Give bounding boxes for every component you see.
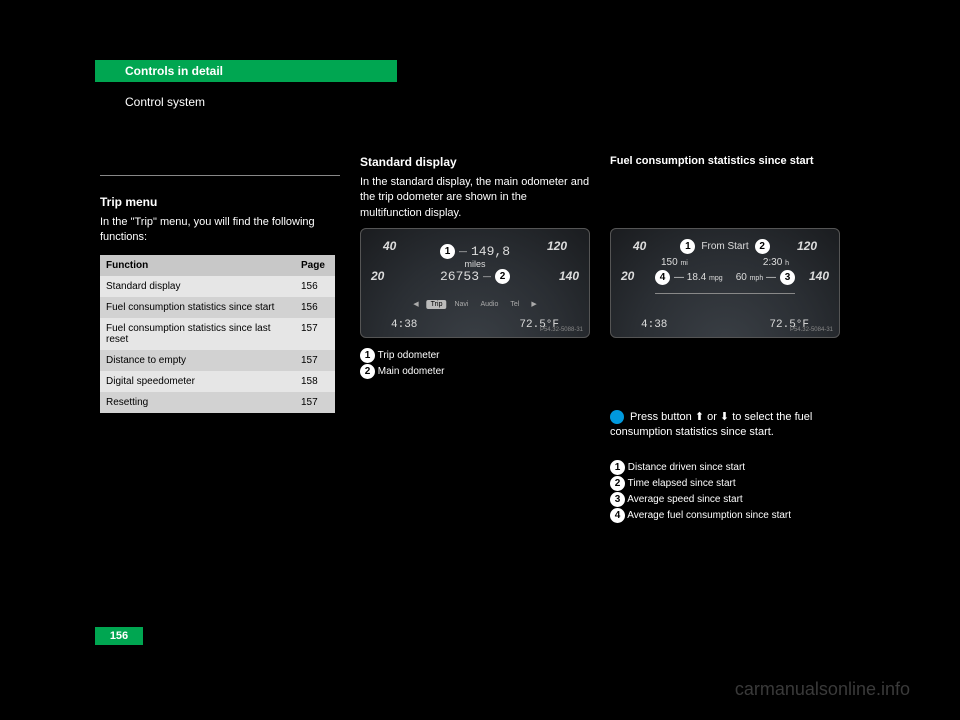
tick-140: 140 bbox=[809, 269, 829, 283]
from-start-label: From Start bbox=[701, 241, 748, 252]
distance: 150 bbox=[661, 257, 678, 268]
nav-right-icon: ▶ bbox=[527, 299, 540, 309]
distance-unit: mi bbox=[680, 260, 687, 267]
page-number: 156 bbox=[95, 627, 143, 645]
legend-text: Distance driven since start bbox=[628, 462, 745, 473]
legend-num-icon: 2 bbox=[360, 364, 375, 379]
nav-navi: Navi bbox=[450, 300, 472, 309]
legend-num-icon: 3 bbox=[610, 492, 625, 507]
legend-item: 3 Average speed since start bbox=[610, 492, 791, 508]
callout-3-icon: 3 bbox=[780, 270, 795, 285]
cell: 156 bbox=[295, 297, 335, 318]
legend-num-icon: 1 bbox=[610, 460, 625, 475]
table-row: Distance to empty157 bbox=[100, 350, 335, 371]
center-readings: 1 From Start 2 150 mi 2:30 h 4 — 18.4 mp… bbox=[655, 239, 795, 294]
callout-4-icon: 4 bbox=[655, 270, 670, 285]
cell: 157 bbox=[295, 392, 335, 413]
col2-legend: 1 Trip odometer 2 Main odometer bbox=[360, 348, 444, 380]
legend-text: Average fuel consumption since start bbox=[627, 511, 791, 522]
clock: 4:38 bbox=[391, 319, 417, 331]
legend-item: 2 Main odometer bbox=[360, 364, 444, 380]
gauge-standard-display: 20 40 120 140 1 — 149,8 miles 26753 — 2 … bbox=[360, 228, 590, 338]
table-row: Resetting157 bbox=[100, 392, 335, 413]
nav-tel: Tel bbox=[506, 300, 523, 309]
col3-step: Press button ⬆ or ⬇ to select the fuel c… bbox=[610, 410, 845, 441]
table-row: Fuel consumption statistics since last r… bbox=[100, 318, 335, 350]
legend-num-icon: 1 bbox=[360, 348, 375, 363]
functions-table: Function Page Standard display156 Fuel c… bbox=[100, 255, 335, 413]
callout-2-icon: 2 bbox=[495, 269, 510, 284]
cell: Fuel consumption statistics since last r… bbox=[100, 318, 295, 350]
step-text: Press button ⬆ or ⬇ to select the fuel c… bbox=[610, 411, 812, 438]
legend-num-icon: 2 bbox=[610, 476, 625, 491]
time: 2:30 bbox=[763, 257, 782, 268]
cell: Resetting bbox=[100, 392, 295, 413]
time-unit: h bbox=[785, 260, 789, 267]
gauge-from-start: 20 40 120 140 1 From Start 2 150 mi 2:30… bbox=[610, 228, 840, 338]
step-bullet-icon bbox=[610, 410, 624, 424]
col1-section-title: Trip menu bbox=[100, 195, 157, 209]
legend-item: 1 Trip odometer bbox=[360, 348, 444, 364]
tick-120: 120 bbox=[547, 239, 567, 253]
cell: 157 bbox=[295, 318, 335, 350]
nav-trip: Trip bbox=[427, 300, 447, 309]
legend-text: Main odometer bbox=[378, 366, 445, 377]
watermark: carmanualsonline.info bbox=[735, 679, 910, 700]
col3-legend: 1 Distance driven since start 2 Time ela… bbox=[610, 460, 791, 525]
legend-text: Time elapsed since start bbox=[628, 478, 736, 489]
cell: 158 bbox=[295, 371, 335, 392]
header-bar: Controls in detail bbox=[95, 60, 397, 82]
mpg-unit: mpg bbox=[709, 275, 723, 282]
th-page: Page bbox=[295, 255, 335, 276]
col2-section-title: Standard display bbox=[360, 155, 457, 169]
cell: Digital speedometer bbox=[100, 371, 295, 392]
tick-20: 20 bbox=[621, 269, 634, 283]
callout-2-icon: 2 bbox=[755, 239, 770, 254]
nav-left-icon: ◀ bbox=[409, 299, 422, 309]
nav-row: ◀ Trip Navi Audio Tel ▶ bbox=[409, 299, 540, 309]
legend-num-icon: 4 bbox=[610, 508, 625, 523]
image-code: P54.32-5088-31 bbox=[540, 327, 583, 333]
tick-40: 40 bbox=[383, 239, 396, 253]
tick-140: 140 bbox=[559, 269, 579, 283]
col2-intro: In the standard display, the main odomet… bbox=[360, 175, 590, 221]
cell: Fuel consumption statistics since start bbox=[100, 297, 295, 318]
table-row: Fuel consumption statistics since start1… bbox=[100, 297, 335, 318]
callout-1-icon: 1 bbox=[440, 244, 455, 259]
legend-item: 2 Time elapsed since start bbox=[610, 476, 791, 492]
divider bbox=[100, 175, 340, 176]
legend-item: 4 Average fuel consumption since start bbox=[610, 508, 791, 524]
table-row: Standard display156 bbox=[100, 276, 335, 297]
col1-intro: In the "Trip" menu, you will find the fo… bbox=[100, 215, 335, 246]
cell: Distance to empty bbox=[100, 350, 295, 371]
table-row: Digital speedometer158 bbox=[100, 371, 335, 392]
speed: 60 bbox=[736, 272, 747, 283]
header-title: Controls in detail bbox=[125, 64, 223, 78]
mpg: 18.4 bbox=[687, 272, 706, 283]
cell: 157 bbox=[295, 350, 335, 371]
center-readings: 1 — 149,8 miles 26753 — 2 bbox=[405, 244, 545, 284]
header-subtitle: Control system bbox=[125, 95, 205, 109]
tick-40: 40 bbox=[633, 239, 646, 253]
legend-text: Average speed since start bbox=[627, 494, 742, 505]
tick-120: 120 bbox=[797, 239, 817, 253]
cell: 156 bbox=[295, 276, 335, 297]
th-function: Function bbox=[100, 255, 295, 276]
image-code: P54.32-5084-31 bbox=[790, 327, 833, 333]
tick-20: 20 bbox=[371, 269, 384, 283]
main-odometer: 26753 bbox=[440, 269, 479, 284]
cell: Standard display bbox=[100, 276, 295, 297]
legend-item: 1 Distance driven since start bbox=[610, 460, 791, 476]
clock: 4:38 bbox=[641, 319, 667, 331]
legend-text: Trip odometer bbox=[378, 350, 440, 361]
table-header-row: Function Page bbox=[100, 255, 335, 276]
trip-odometer: 149,8 bbox=[471, 244, 510, 259]
speed-unit: mph bbox=[750, 275, 764, 282]
nav-audio: Audio bbox=[476, 300, 502, 309]
trip-unit: miles bbox=[405, 259, 545, 269]
callout-1-icon: 1 bbox=[680, 239, 695, 254]
col3-section-title: Fuel consumption statistics since start bbox=[610, 155, 840, 167]
